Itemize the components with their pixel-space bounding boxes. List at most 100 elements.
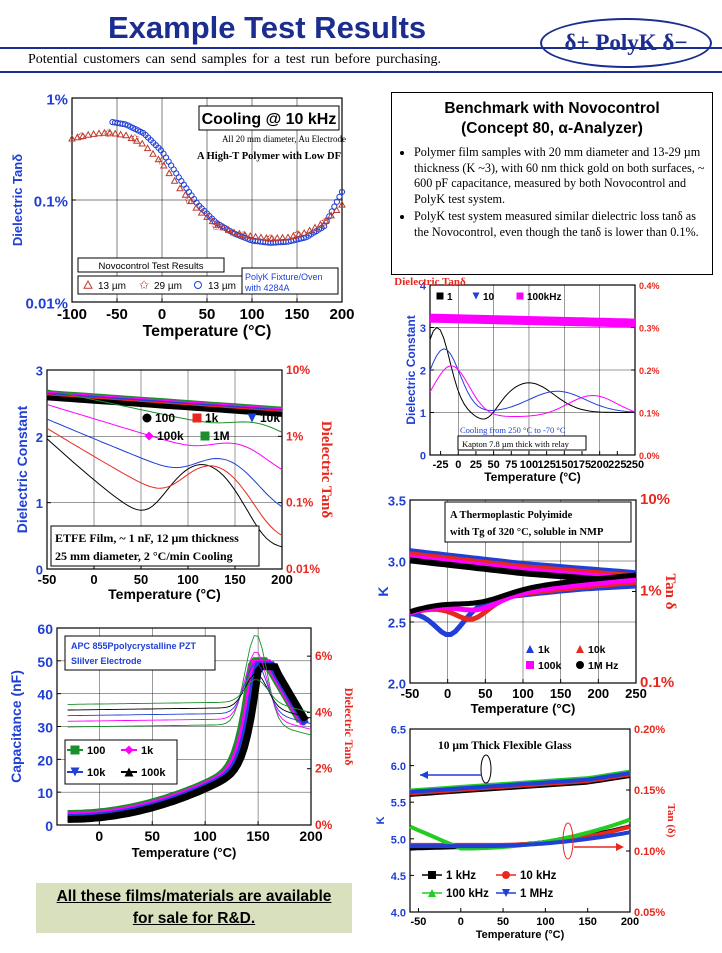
y-tick-label: 4.0 bbox=[391, 908, 406, 920]
x-tick-label: 125 bbox=[537, 459, 555, 471]
y2-tick-label: 10% bbox=[286, 363, 310, 377]
x-tick-label: 0 bbox=[455, 459, 461, 471]
series-tan-3 bbox=[67, 673, 312, 719]
series-tan-2 bbox=[46, 418, 283, 508]
data-point-13um-novo bbox=[149, 149, 157, 157]
x-tick-label: 0 bbox=[458, 916, 464, 928]
legend-label-1: 10 bbox=[483, 292, 495, 303]
data-point-13um-novo bbox=[159, 161, 168, 169]
legend-marker-1 bbox=[472, 292, 480, 300]
x-tick-label: 200 bbox=[271, 572, 293, 587]
legend-label-2: 100kHz bbox=[527, 292, 561, 303]
y-tick-label: 30 bbox=[37, 720, 53, 736]
data-point-29um: ✩ bbox=[184, 193, 194, 207]
data-point-13um-novo bbox=[154, 155, 163, 163]
data-point-13um-novo bbox=[273, 233, 282, 241]
legend-marker-2 bbox=[247, 413, 257, 423]
chart-etfe: -50 0 50 100 150 20001230.01%0.1%1%10%Tempera… bbox=[14, 363, 334, 602]
legend-marker-1 bbox=[502, 871, 510, 879]
legend-label-0: 100 bbox=[155, 411, 175, 425]
annotation-box bbox=[50, 525, 260, 567]
x-tick-label: 50 bbox=[497, 916, 509, 928]
x-tick-label: 150 bbox=[555, 459, 573, 471]
legend-marker-0 bbox=[526, 645, 534, 653]
y-tick-label: 2 bbox=[36, 430, 43, 445]
data-point-13um-novo bbox=[143, 144, 152, 152]
y2-tick-label: 1% bbox=[286, 429, 304, 443]
series-tan-3 bbox=[46, 404, 283, 471]
data-point-13um-novo bbox=[219, 223, 228, 231]
y2-tick-label: 0% bbox=[315, 818, 333, 832]
y-tick-label: 20 bbox=[37, 752, 53, 768]
series-k-100khz bbox=[429, 313, 636, 328]
data-point-29um: ✩ bbox=[157, 154, 167, 168]
series-tan-0 bbox=[46, 438, 283, 548]
annotation-2: 25 mm diameter, 2 °C/min Cooling bbox=[55, 549, 233, 563]
page-title: Example Test Results bbox=[108, 10, 427, 45]
series-tan-10 bbox=[429, 348, 636, 413]
series-tan-2 bbox=[409, 577, 637, 616]
chart-title: Cooling @ 10 kHz bbox=[202, 111, 337, 128]
data-point-13um-novo bbox=[122, 131, 130, 139]
y-tick-label: 60 bbox=[37, 621, 53, 637]
page-subtitle: Potential customers can send samples for… bbox=[28, 52, 442, 67]
x-tick-label: 0 bbox=[95, 828, 103, 844]
y2-tick-label: 10% bbox=[640, 491, 670, 508]
y2-tick-label: 0.20% bbox=[634, 724, 665, 736]
chart-flexible-glass: -50 0 50 100 150 200 4.0 4.5 5.0 5.5 6.0 6.5 0.05% 0.… bbox=[375, 724, 677, 941]
benchmark-bullet-1: Polymer film samples with 20 mm diameter… bbox=[414, 145, 706, 207]
annotation-k-group bbox=[480, 754, 492, 784]
y-tick-label: 40 bbox=[37, 687, 53, 703]
x-tick-label: 250 bbox=[626, 459, 644, 471]
legend-title-box bbox=[77, 257, 225, 273]
annotation-box bbox=[444, 501, 632, 543]
y2-tick-label: 0.1% bbox=[640, 674, 674, 691]
legend-label-3: 1 MHz bbox=[520, 888, 553, 900]
y2-tick-label: 0.0% bbox=[639, 451, 660, 461]
data-point-13um-novo bbox=[224, 225, 233, 233]
x-tick-label: 50 bbox=[487, 459, 499, 471]
legend-marker-2 bbox=[428, 889, 436, 897]
legend-label-2: 100k bbox=[538, 660, 562, 672]
y-tick-label: 0 bbox=[36, 563, 43, 578]
data-point-13um-novo bbox=[138, 139, 147, 147]
data-point-13um-novo bbox=[192, 203, 201, 211]
benchmark-box: Benchmark with Novocontrol (Concept 80, α… bbox=[391, 92, 713, 275]
x-tick-label: 225 bbox=[608, 459, 626, 471]
x-tick-label: 100 bbox=[193, 828, 217, 844]
data-point-13um-polyk bbox=[333, 198, 340, 205]
legend-label-2: 29 µm bbox=[154, 281, 182, 292]
legend-label-3: 13 µm bbox=[208, 281, 236, 292]
y-tick-label: 2.5 bbox=[388, 616, 406, 631]
legend2-line2: with 4284A bbox=[244, 283, 290, 293]
x-tick-label: 50 bbox=[478, 686, 492, 701]
legend-marker-1 bbox=[124, 745, 134, 755]
data-point-13um-novo bbox=[84, 130, 93, 138]
data-point-13um-novo bbox=[100, 128, 109, 136]
data-point-13um-novo bbox=[78, 132, 87, 139]
data-point-13um-novo bbox=[235, 229, 244, 237]
data-point-13um-novo bbox=[327, 211, 336, 219]
y-axis-label: K bbox=[375, 816, 387, 824]
x-tick-label: -50 bbox=[38, 572, 57, 587]
y2-tick-label: 6% bbox=[315, 649, 333, 663]
x-tick-label: 200 bbox=[299, 828, 323, 844]
x-tick-label: 100 bbox=[177, 572, 199, 587]
annotation-2: Kapton 7.8 µm thick with relay bbox=[462, 439, 570, 449]
y2-axis-label: Dielectric Tanδ bbox=[342, 688, 356, 766]
y2-tick-label: 0.3% bbox=[639, 324, 660, 334]
annotation-2: A High-T Polymer with Low DF bbox=[197, 151, 341, 162]
data-point-13um-novo bbox=[289, 231, 298, 239]
y-tick-label: 1% bbox=[46, 92, 68, 109]
data-point-13um-novo bbox=[208, 217, 217, 225]
legend-marker-0 bbox=[436, 292, 444, 300]
legend-label-2: 10k bbox=[87, 767, 106, 779]
y-tick-label: 1 bbox=[36, 496, 43, 511]
legend-label-1: 10k bbox=[588, 644, 606, 656]
series-tan-1 bbox=[429, 326, 635, 420]
x-tick-label: 75 bbox=[505, 459, 517, 471]
y-tick-label: 5.0 bbox=[391, 834, 406, 846]
y2-tick-label: 0.2% bbox=[639, 366, 660, 376]
series-tan-4 bbox=[67, 679, 312, 713]
data-point-29um: ✩ bbox=[292, 227, 302, 241]
